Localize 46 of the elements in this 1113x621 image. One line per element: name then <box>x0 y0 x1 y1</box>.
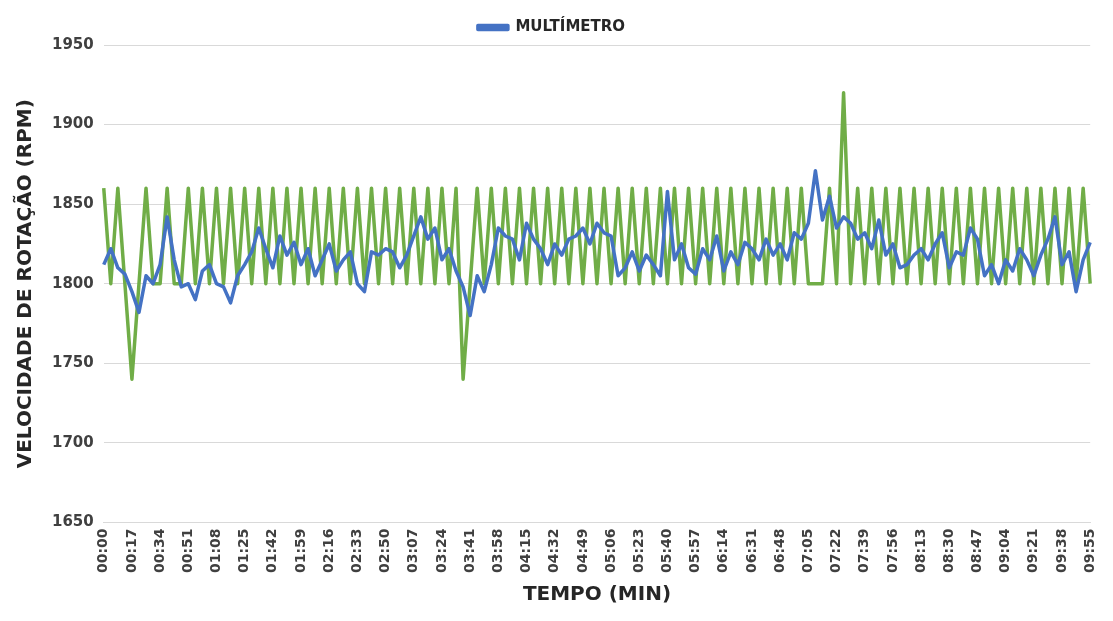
x-tick-label: 02:50 <box>376 528 393 574</box>
x-tick-label: 07:22 <box>827 528 844 574</box>
y-tick-label: 1650 <box>52 512 94 531</box>
x-tick-label: 02:33 <box>348 528 365 574</box>
x-tick-label: 04:15 <box>517 528 534 574</box>
x-tick-label: 09:04 <box>996 528 1013 574</box>
x-tick-label: 01:42 <box>263 528 280 574</box>
x-tick-label: 07:39 <box>855 528 872 574</box>
y-axis-title: VELOCIDADE DE ROTAÇÃO (RPM) <box>12 99 37 469</box>
x-tick-label: 03:41 <box>460 528 477 574</box>
x-tick-label: 04:49 <box>573 528 590 574</box>
x-tick-label: 04:32 <box>545 528 562 574</box>
x-tick-label: 05:40 <box>658 528 675 574</box>
x-tick-label: 07:05 <box>799 528 815 574</box>
x-tick-label: 03:24 <box>432 528 449 574</box>
x-tick-label: 01:08 <box>207 528 224 574</box>
legend-label: MULTÍMETRO <box>515 16 626 36</box>
x-tick-label: 03:58 <box>488 528 505 574</box>
y-tick-label: 1950 <box>52 34 94 53</box>
x-tick-label: 00:17 <box>122 528 139 574</box>
x-tick-label: 08:13 <box>911 528 928 574</box>
x-tick-label: 06:14 <box>714 528 731 574</box>
y-tick-label: 1700 <box>52 432 94 451</box>
y-tick-label: 1850 <box>52 194 94 213</box>
x-axis-title: TEMPO (MIN) <box>522 581 672 606</box>
y-tick-label: 1750 <box>52 353 94 372</box>
x-tick-label: 09:38 <box>1052 528 1069 574</box>
x-tick-label: 05:57 <box>686 528 703 574</box>
x-tick-label: 02:16 <box>319 528 336 574</box>
x-tick-label: 05:23 <box>629 528 646 574</box>
x-tick-label: 01:59 <box>291 528 308 574</box>
x-tick-label: 06:31 <box>742 528 759 574</box>
x-tick-label: 07:56 <box>883 528 900 574</box>
x-tick-label: 08:47 <box>968 528 985 574</box>
y-tick-label: 1800 <box>52 273 94 292</box>
x-tick-label: 03:07 <box>404 528 421 574</box>
x-tick-label: 09:21 <box>1024 528 1041 574</box>
x-tick-label: 09:55 <box>1080 528 1097 574</box>
x-tick-label: 01:25 <box>235 528 252 574</box>
x-tick-label: 06:48 <box>770 528 787 574</box>
y-tick-label: 1900 <box>52 114 94 133</box>
x-tick-label: 00:00 <box>94 528 111 574</box>
x-tick-label: 05:06 <box>601 528 618 574</box>
x-tick-label: 08:30 <box>939 528 956 574</box>
x-tick-label: 00:34 <box>150 528 167 574</box>
x-tick-label: 00:51 <box>178 528 195 574</box>
